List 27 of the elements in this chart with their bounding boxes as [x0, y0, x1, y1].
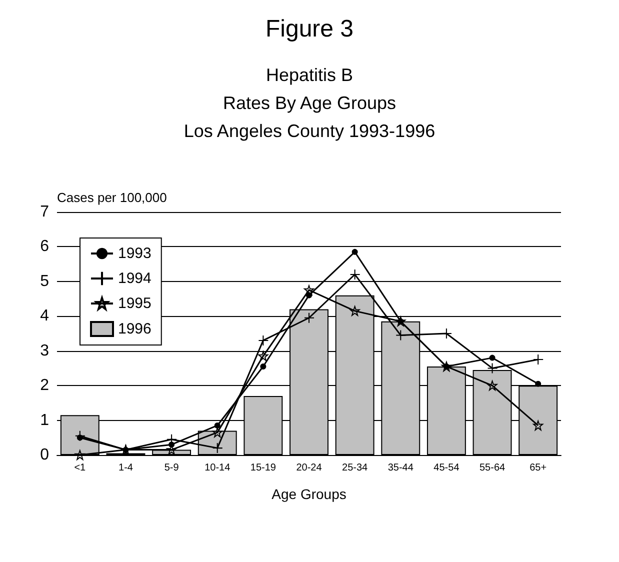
chart-subtitle: Hepatitis B Rates By Age Groups Los Angeles County 1993-1996 [184, 65, 436, 141]
x-tick-label: 10-14 [204, 462, 231, 474]
y-tick-label: 3 [40, 342, 50, 360]
x-tick-label: 35-44 [388, 462, 414, 474]
x-axis-title: Age Groups [272, 486, 346, 502]
legend-label: 1994 [118, 270, 152, 287]
y-tick-label: 2 [40, 377, 50, 394]
y-tick-label: 4 [40, 308, 50, 325]
x-tick-label: 1-4 [118, 462, 134, 474]
x-tick-label: 25-34 [342, 462, 368, 474]
x-tick-label: 45-54 [434, 462, 460, 474]
y-tick-label: 6 [40, 238, 50, 256]
y-axis-title: Cases per 100,000 [57, 190, 167, 205]
legend-label: 1995 [118, 295, 152, 312]
y-tick-label: 5 [40, 272, 50, 290]
chart-title: Figure 3 [265, 16, 354, 42]
y-tick-label: 0 [40, 446, 50, 464]
y-tick-label: 7 [40, 204, 50, 220]
legend-label: 1993 [118, 245, 152, 262]
legend-label: 1996 [118, 320, 152, 338]
x-tick-label: 65+ [530, 462, 547, 474]
x-tick-label: 15-19 [250, 462, 276, 474]
x-tick-label: 55-64 [479, 462, 506, 474]
x-tick-label: 20-24 [296, 462, 322, 474]
y-tick-label: 1 [40, 412, 50, 429]
x-tick-label: <1 [74, 462, 86, 474]
x-tick-label: 5-9 [164, 462, 180, 474]
